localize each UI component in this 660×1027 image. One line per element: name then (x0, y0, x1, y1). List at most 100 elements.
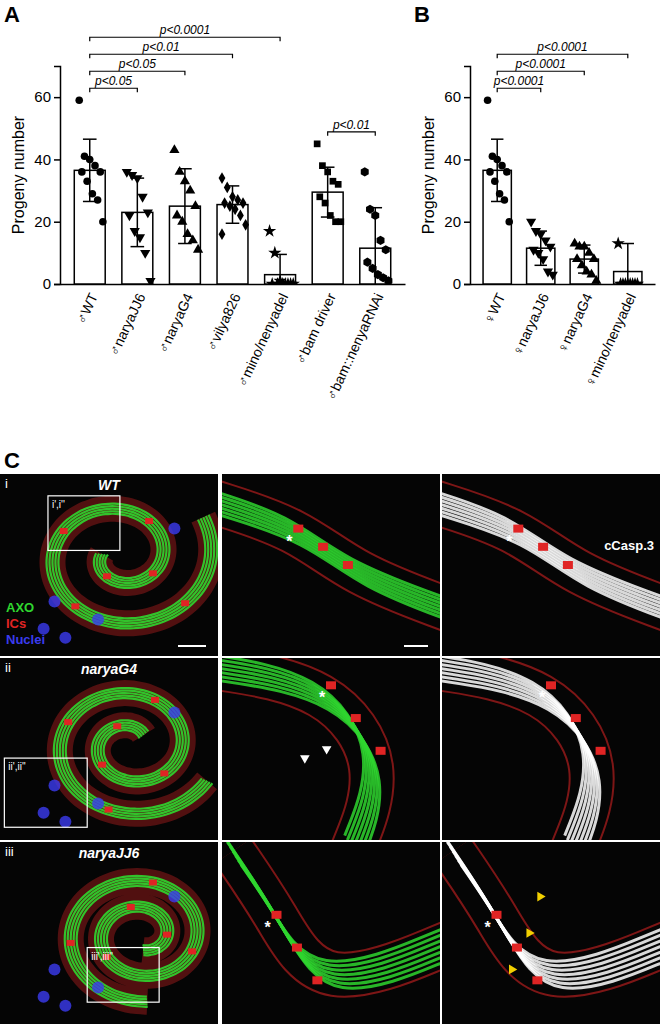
y-tick: 60 (34, 88, 60, 105)
axoneme-bundle (458, 860, 660, 984)
investment-cone (312, 976, 322, 984)
image-panel: * (203, 474, 459, 656)
data-point (172, 210, 182, 219)
data-point (501, 196, 509, 204)
arrowhead (526, 928, 534, 938)
investment-cone (127, 904, 135, 910)
y-axis-line (54, 67, 61, 285)
investment-cone (103, 573, 111, 579)
bracket-line (497, 71, 584, 75)
investment-cone (98, 762, 106, 768)
y-axis-line (464, 67, 471, 285)
nucleus-cluster (59, 816, 71, 828)
tick-label: ♀WT (480, 290, 508, 326)
figure: AProgeny number0204060♂WT♂naryaJJ6♂narya… (0, 0, 660, 1027)
axoneme-bundle (442, 492, 660, 601)
data-point (96, 168, 104, 176)
error-bar (491, 139, 503, 201)
axoneme-bundle (49, 506, 214, 626)
error-cap (83, 201, 97, 203)
data-point (221, 197, 228, 209)
data-point (319, 162, 326, 169)
arrowhead (322, 746, 332, 754)
data-point (484, 96, 492, 104)
error-cap (491, 138, 503, 140)
bracket-label: p<0.0001 (493, 74, 544, 88)
axoneme-bundle (228, 842, 441, 966)
axoneme-bundle (442, 676, 597, 840)
nucleus-cluster (59, 632, 71, 644)
investment-cone (60, 528, 68, 534)
tick-label: 60 (34, 88, 51, 105)
data-point (185, 185, 195, 194)
x-tick: ♂naryaG4 (154, 290, 196, 355)
data-point (538, 256, 548, 265)
tick-label: ♂naryaG4 (154, 290, 196, 355)
data-point (584, 247, 594, 256)
nucleus-cluster (59, 1000, 71, 1012)
error-bar (131, 178, 145, 247)
data-point (242, 219, 249, 231)
significance-bracket: p<0.01 (328, 118, 376, 136)
data-point (545, 244, 555, 253)
tick-mark (464, 221, 470, 223)
tick-label: 0 (43, 275, 51, 292)
inset-box (87, 948, 159, 1003)
axoneme-bundle (54, 688, 213, 819)
x-tick: ♂naryaJJ6 (106, 290, 149, 358)
chart-panel: AProgeny number0204060♂WT♂naryaJJ6♂narya… (4, 2, 406, 403)
axoneme-bundle (47, 504, 218, 629)
axoneme-bundle (225, 842, 440, 961)
image-panel: *cCasp.3 (423, 474, 660, 656)
bracket-line (90, 71, 185, 75)
nucleus-cluster (168, 523, 180, 535)
data-point (140, 250, 150, 259)
significance-bracket: p<0.0001 (497, 40, 628, 58)
image-panel: iii',iii''iiinaryaJJ6 (0, 842, 218, 1024)
panel-label: A (4, 2, 20, 27)
image-background (0, 474, 218, 656)
axoneme-bundle (450, 847, 660, 971)
error-line (327, 167, 329, 217)
tissue (60, 693, 207, 814)
panel-label: C (4, 448, 20, 473)
nucleus-cluster (38, 807, 50, 819)
axoneme-bundle (230, 847, 440, 971)
row-label: ii (5, 660, 11, 675)
error-cap (368, 207, 382, 209)
bracket-label: p<0.05 (94, 74, 132, 88)
axoneme-bundle (442, 515, 660, 624)
bracket-label: p<0.0001 (536, 40, 587, 54)
axoneme-bundle (68, 878, 201, 1004)
data-point (505, 218, 513, 226)
data-point (498, 162, 506, 170)
tick-label: ♂bam driver (292, 290, 339, 367)
scale-bar (404, 645, 428, 647)
tick-label: 0 (453, 275, 461, 292)
investment-cone (571, 714, 581, 722)
y-tick: 40 (34, 151, 60, 168)
data-point (382, 245, 390, 254)
data-point (169, 144, 179, 153)
asterisk: * (539, 689, 546, 706)
image-background (0, 658, 218, 840)
arrowhead (537, 892, 545, 902)
y-axis: 0204060 (34, 67, 60, 293)
investment-cone (188, 948, 196, 954)
image-panel: ii',ii''iinaryaG4 (0, 658, 218, 840)
error-line (89, 139, 91, 201)
error-cap (535, 265, 547, 267)
error-bar (535, 231, 547, 265)
error-line (496, 139, 498, 201)
investment-cone (292, 944, 302, 952)
data-point (589, 253, 599, 262)
data-point (99, 218, 107, 226)
genotype-label: naryaJJ6 (79, 845, 140, 861)
asterisk: * (265, 919, 272, 936)
inset-label: i',i'' (52, 499, 65, 510)
error-bar (321, 167, 335, 217)
significance-bracket: p<0.0001 (90, 23, 280, 41)
image-content (38, 504, 218, 644)
tick-mark (54, 284, 60, 286)
y-axis-title: Progeny number (10, 115, 27, 234)
